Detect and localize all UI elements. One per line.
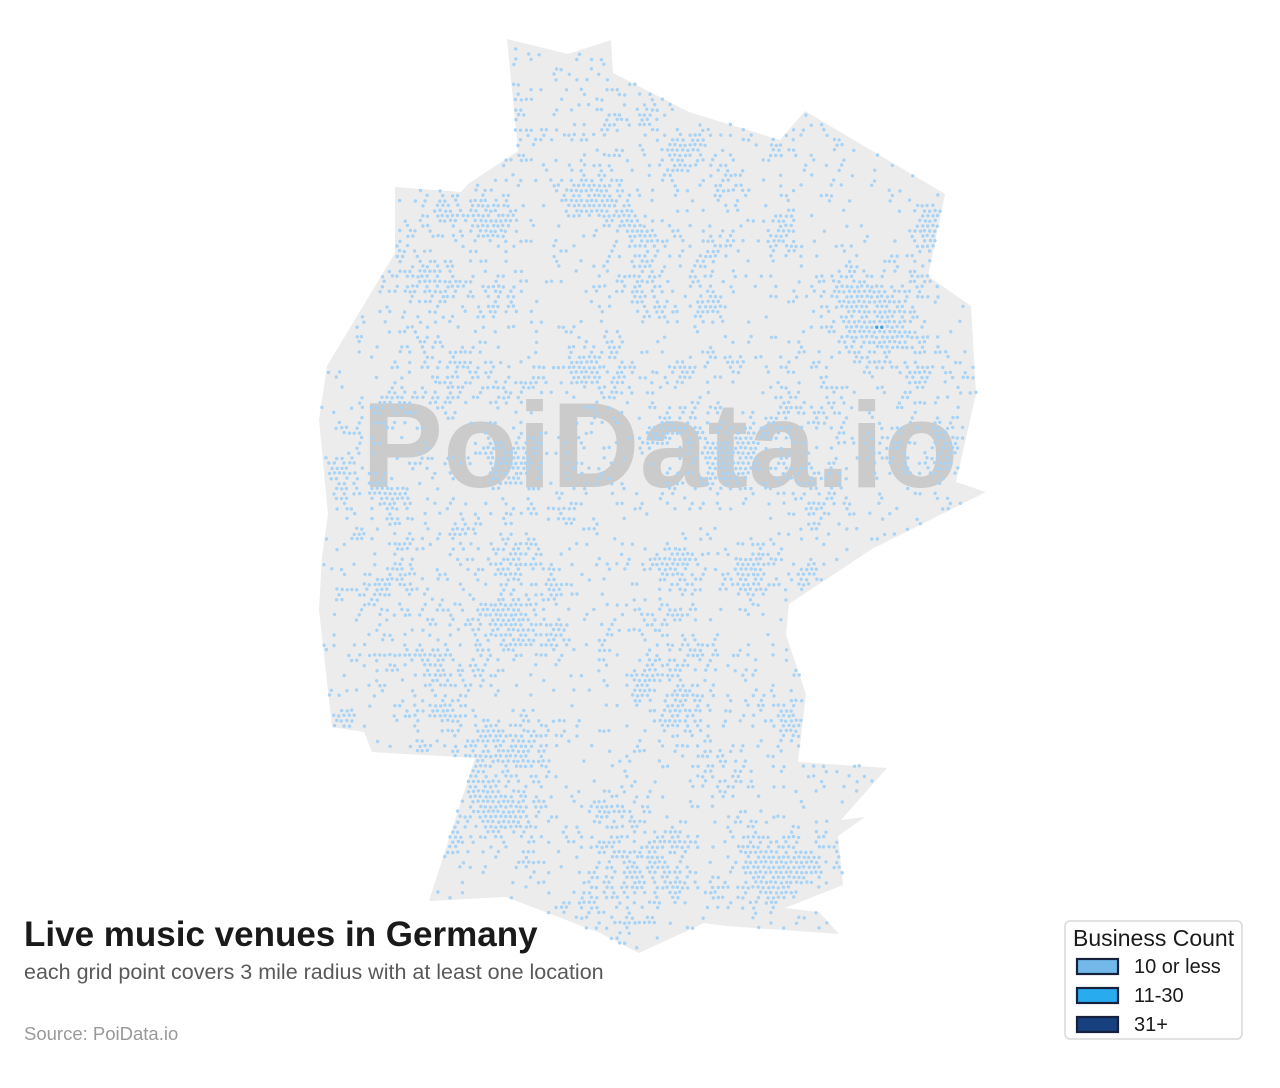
svg-text:10 or less: 10 or less (1134, 956, 1221, 978)
svg-text:31+: 31+ (1134, 1014, 1168, 1036)
svg-text:Business Count: Business Count (1073, 925, 1235, 951)
svg-text:Live music venues in Germany: Live music venues in Germany (24, 915, 538, 954)
svg-text:each grid point covers 3 mile: each grid point covers 3 mile radius wit… (24, 960, 604, 984)
svg-text:11-30: 11-30 (1134, 985, 1184, 1007)
svg-text:PoiData.io: PoiData.io (362, 377, 959, 513)
svg-text:Source: PoiData.io: Source: PoiData.io (24, 1023, 178, 1044)
